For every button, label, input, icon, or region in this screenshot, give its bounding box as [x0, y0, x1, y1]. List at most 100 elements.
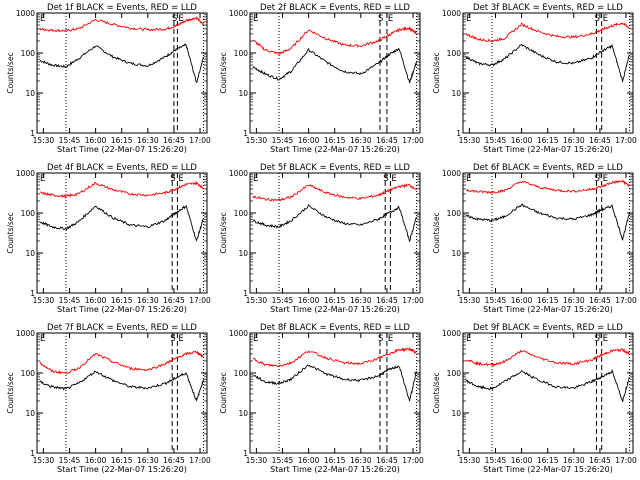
x-tick-label: 15:45	[272, 456, 294, 465]
series-line-lld	[252, 26, 417, 56]
x-tick-label: 16:15	[324, 296, 346, 305]
x-tick-label: 16:00	[298, 456, 320, 465]
y-tick-label: 100	[21, 49, 36, 58]
y-tick-label: 1	[243, 449, 248, 458]
series-line-lld	[465, 22, 630, 43]
x-axis-label: Start Time (22-Mar-07 15:26:20)	[57, 305, 187, 314]
x-axis-label: Start Time (22-Mar-07 15:26:20)	[270, 305, 400, 314]
series-line-events	[39, 370, 204, 402]
y-tick-label: 1	[243, 289, 248, 298]
panel-title: Det 3f BLACK = Events, RED = LLD	[473, 3, 623, 13]
x-tick-label: 15:45	[485, 296, 507, 305]
y-tick-label: 10	[25, 89, 35, 98]
x-tick-label: 16:30	[350, 136, 372, 145]
y-tick-label: 100	[447, 209, 462, 218]
x-tick-label: 16:00	[85, 296, 107, 305]
event-marker-s: S	[594, 334, 599, 344]
panel-title: Det 5f BLACK = Events, RED = LLD	[260, 163, 410, 173]
event-marker-s: S	[378, 14, 383, 24]
x-tick-label: 16:45	[376, 456, 398, 465]
x-tick-label: 16:45	[589, 296, 611, 305]
x-tick-label: 16:45	[376, 296, 398, 305]
x-tick-label: 15:45	[272, 136, 294, 145]
series-line-events	[252, 364, 417, 402]
x-tick-label: 15:30	[33, 136, 55, 145]
event-marker-e: E	[388, 14, 393, 24]
x-tick-label: 16:15	[537, 136, 559, 145]
x-tick-label: 15:30	[459, 456, 481, 465]
series-line-events	[39, 43, 204, 84]
y-axis-label: Counts/sec	[6, 212, 15, 253]
y-axis-label: Counts/sec	[432, 212, 441, 253]
x-tick-label: 17:00	[615, 296, 637, 305]
panel-title: Det 7f BLACK = Events, RED = LLD	[47, 323, 197, 333]
x-tick-label: 16:30	[137, 296, 159, 305]
x-tick-label: 16:45	[589, 136, 611, 145]
x-tick-label: 15:45	[485, 136, 507, 145]
event-marker-e: E	[603, 174, 608, 184]
x-tick-label: 16:00	[511, 456, 533, 465]
x-tick-label: 15:45	[59, 456, 81, 465]
panel-title: Det 9f BLACK = Events, RED = LLD	[473, 323, 623, 333]
x-tick-label: 16:30	[563, 296, 585, 305]
event-marker-e: E	[603, 334, 608, 344]
x-axis-label: Start Time (22-Mar-07 15:26:20)	[57, 145, 187, 154]
event-marker-e: E	[466, 334, 471, 344]
x-tick-label: 17:00	[189, 136, 211, 145]
x-tick-label: 17:00	[402, 296, 424, 305]
y-tick-label: 10	[238, 409, 248, 418]
x-tick-label: 16:00	[511, 296, 533, 305]
x-axis-label: Start Time (22-Mar-07 15:26:20)	[270, 465, 400, 474]
x-tick-label: 15:45	[59, 296, 81, 305]
x-tick-label: 16:45	[163, 456, 185, 465]
plot-frame	[462, 12, 634, 134]
y-tick-label: 1	[30, 449, 35, 458]
x-tick-label: 17:00	[402, 456, 424, 465]
series-line-events	[39, 205, 204, 242]
series-line-lld	[465, 179, 630, 195]
event-marker-s: S	[170, 334, 175, 344]
series-line-events	[252, 203, 417, 243]
y-tick-label: 1000	[442, 329, 461, 338]
x-axis-label: Start Time (22-Mar-07 15:26:20)	[483, 465, 613, 474]
plot-frame	[36, 172, 208, 294]
x-axis-label: Start Time (22-Mar-07 15:26:20)	[57, 465, 187, 474]
x-tick-label: 16:15	[111, 296, 133, 305]
series-line-lld	[39, 15, 204, 33]
y-tick-label: 1000	[442, 9, 461, 18]
series-line-lld	[252, 183, 417, 202]
series-line-events	[465, 369, 630, 403]
panel-det-1: Det 1f BLACK = Events, RED = LLD 1 10 100 10…	[6, 3, 211, 154]
y-tick-label: 1000	[229, 169, 248, 178]
panel-title: Det 8f BLACK = Events, RED = LLD	[260, 323, 410, 333]
y-tick-label: 10	[25, 409, 35, 418]
panel-title: Det 4f BLACK = Events, RED = LLD	[47, 163, 197, 173]
y-tick-label: 100	[234, 209, 249, 218]
event-marker-e: E	[388, 334, 393, 344]
event-marker-e: E	[40, 334, 45, 344]
series-line-events	[465, 43, 630, 83]
x-tick-label: 16:30	[563, 456, 585, 465]
plot-frame	[462, 332, 634, 454]
y-tick-label: 1000	[16, 9, 35, 18]
plot-frame	[249, 172, 421, 294]
event-marker-e: E	[466, 174, 471, 184]
panel-det-9: Det 9f BLACK = Events, RED = LLD 1 10 100 10…	[432, 323, 637, 474]
event-marker-s: S	[172, 14, 177, 24]
x-tick-label: 16:30	[137, 456, 159, 465]
x-tick-label: 16:15	[537, 456, 559, 465]
x-tick-label: 16:00	[511, 136, 533, 145]
y-tick-label: 1	[456, 289, 461, 298]
x-tick-label: 15:30	[246, 456, 268, 465]
event-marker-e: E	[603, 14, 608, 24]
y-axis-label: Counts/sec	[219, 52, 228, 93]
x-tick-label: 16:15	[324, 136, 346, 145]
y-tick-label: 1	[30, 289, 35, 298]
event-marker-s: S	[170, 174, 175, 184]
x-tick-label: 16:45	[163, 296, 185, 305]
y-tick-label: 100	[447, 49, 462, 58]
x-tick-label: 15:30	[246, 136, 268, 145]
y-tick-label: 1	[456, 129, 461, 138]
plot-frame	[249, 332, 421, 454]
